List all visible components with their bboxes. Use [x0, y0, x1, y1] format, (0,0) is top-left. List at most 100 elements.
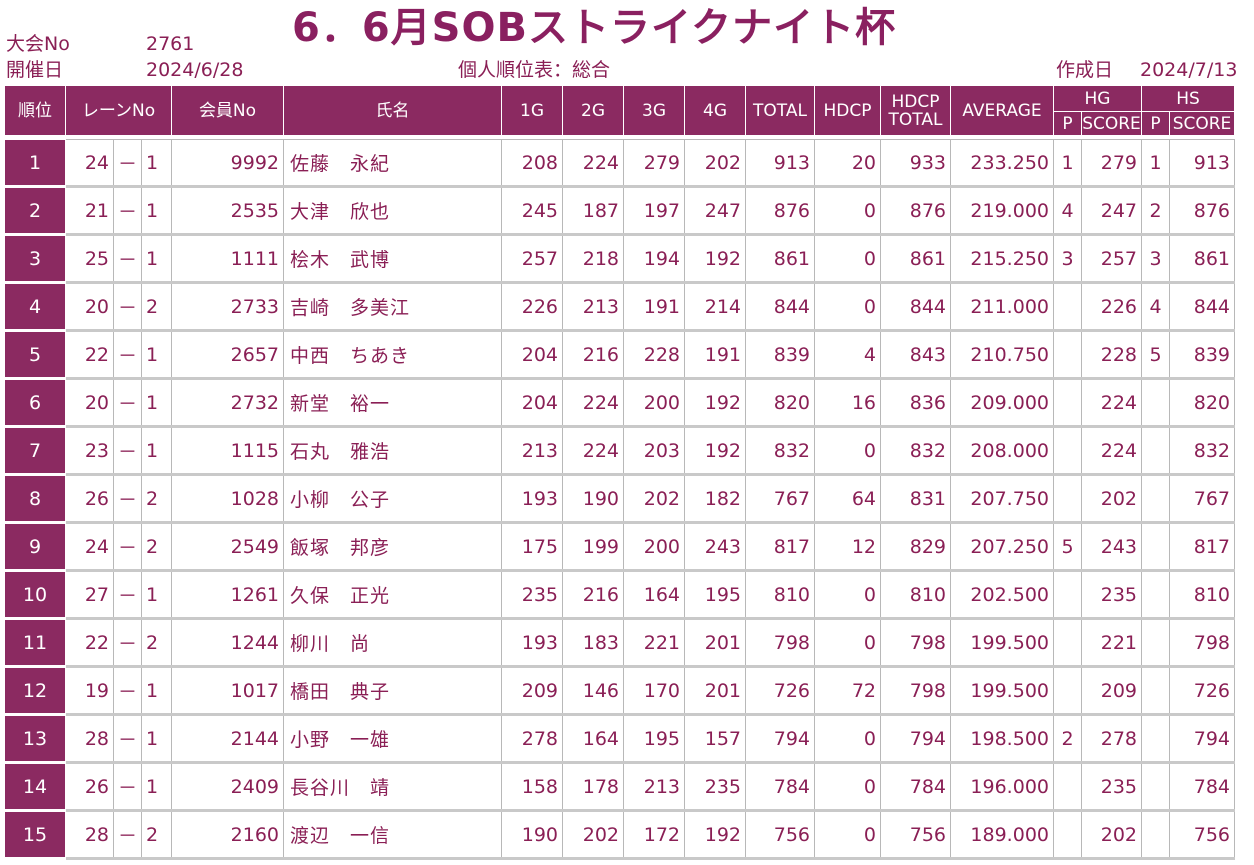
hg-score-cell: 278 [1081, 714, 1142, 764]
rank-cell: 14 [4, 762, 66, 812]
hg-place-cell: 5 [1053, 522, 1082, 572]
game3-cell: 202 [623, 474, 685, 524]
hg-score-cell: 202 [1081, 810, 1142, 860]
lane-separator: － [113, 714, 142, 764]
name-cell: 桧木 武博 [283, 234, 502, 284]
hdcp-total-cell: 810 [880, 570, 951, 620]
game1-cell: 208 [501, 139, 563, 188]
total-cell: 844 [745, 282, 815, 332]
created-label: 作成日 [1056, 59, 1114, 81]
total-cell: 810 [745, 570, 815, 620]
table-row: 8 26 － 2 1028 小柳 公子 193 190 202 182 767 64 831 207.75… [4, 474, 1235, 524]
lane-separator: － [113, 618, 142, 668]
lane-sub-cell: 1 [141, 762, 172, 812]
average-cell: 199.500 [950, 618, 1054, 668]
average-cell: 208.000 [950, 426, 1054, 476]
lane-sub-cell: 1 [141, 139, 172, 188]
lane-separator: － [113, 330, 142, 380]
member-no-cell: 2409 [171, 762, 284, 812]
lane-sub-cell: 2 [141, 282, 172, 332]
lane-sub-cell: 1 [141, 378, 172, 428]
hg-score-cell: 235 [1081, 762, 1142, 812]
game3-cell: 213 [623, 762, 685, 812]
average-cell: 199.500 [950, 666, 1054, 716]
game4-cell: 202 [684, 139, 746, 188]
lane-cell: 21 [65, 186, 114, 236]
rank-cell: 3 [4, 234, 66, 284]
table-row: 3 25 － 1 1111 桧木 武博 257 218 194 192 861 0 861 215.250… [4, 234, 1235, 284]
hs-place-cell [1141, 522, 1170, 572]
col-g1: 1G [501, 85, 563, 136]
col-g4: 4G [684, 85, 746, 136]
game3-cell: 200 [623, 378, 685, 428]
total-cell: 876 [745, 186, 815, 236]
hdcp-cell: 4 [814, 330, 881, 380]
total-cell: 913 [745, 139, 815, 188]
game1-cell: 175 [501, 522, 563, 572]
game1-cell: 158 [501, 762, 563, 812]
rank-cell: 11 [4, 618, 66, 668]
table-row: 7 23 － 1 1115 石丸 雅浩 213 224 203 192 832 0 832 208.000… [4, 426, 1235, 476]
hg-score-cell: 224 [1081, 378, 1142, 428]
game1-cell: 193 [501, 618, 563, 668]
hs-place-cell [1141, 762, 1170, 812]
hdcp-total-cell: 832 [880, 426, 951, 476]
table-header: 順位 レーンNo 会員No 氏名 1G 2G 3G 4G TOTAL HDCP … [4, 85, 1235, 136]
hg-place-cell [1053, 810, 1082, 860]
lane-sub-cell: 2 [141, 618, 172, 668]
hdcp-cell: 0 [814, 426, 881, 476]
hdcp-total-cell: 844 [880, 282, 951, 332]
average-cell: 196.000 [950, 762, 1054, 812]
hs-place-cell [1141, 378, 1170, 428]
hs-place-cell [1141, 714, 1170, 764]
game3-cell: 195 [623, 714, 685, 764]
hg-score-cell: 243 [1081, 522, 1142, 572]
game3-cell: 164 [623, 570, 685, 620]
lane-sub-cell: 1 [141, 186, 172, 236]
hg-place-cell [1053, 666, 1082, 716]
hg-score-cell: 257 [1081, 234, 1142, 284]
lane-sub-cell: 1 [141, 714, 172, 764]
game4-cell: 192 [684, 810, 746, 860]
member-no-cell: 1244 [171, 618, 284, 668]
average-cell: 233.250 [950, 139, 1054, 188]
average-cell: 211.000 [950, 282, 1054, 332]
member-no-cell: 1115 [171, 426, 284, 476]
table-row: 5 22 － 1 2657 中西 ちあき 204 216 228 191 839 4 843 210.75… [4, 330, 1235, 380]
hs-score-cell: 756 [1169, 810, 1235, 860]
game2-cell: 183 [562, 618, 624, 668]
game2-cell: 187 [562, 186, 624, 236]
game3-cell: 194 [623, 234, 685, 284]
col-average: AVERAGE [950, 85, 1054, 136]
lane-separator: － [113, 234, 142, 284]
lane-separator: － [113, 666, 142, 716]
ranking-table: 順位 レーンNo 会員No 氏名 1G 2G 3G 4G TOTAL HDCP … [4, 85, 1235, 860]
game4-cell: 201 [684, 666, 746, 716]
name-cell: 吉崎 多美江 [283, 282, 502, 332]
average-cell: 209.000 [950, 378, 1054, 428]
lane-separator: － [113, 762, 142, 812]
col-g3: 3G [623, 85, 685, 136]
hs-place-cell [1141, 474, 1170, 524]
lane-cell: 24 [65, 139, 114, 188]
tournament-no-value: 2761 [146, 33, 195, 55]
lane-sub-cell: 1 [141, 234, 172, 284]
total-cell: 756 [745, 810, 815, 860]
game4-cell: 192 [684, 426, 746, 476]
average-cell: 207.750 [950, 474, 1054, 524]
hg-place-cell [1053, 378, 1082, 428]
hdcp-total-cell: 836 [880, 378, 951, 428]
hs-score-cell: 832 [1169, 426, 1235, 476]
lane-cell: 24 [65, 522, 114, 572]
hdcp-cell: 0 [814, 234, 881, 284]
lane-sub-cell: 2 [141, 810, 172, 860]
hg-place-cell [1053, 426, 1082, 476]
member-no-cell: 1261 [171, 570, 284, 620]
member-no-cell: 2160 [171, 810, 284, 860]
hdcp-total-cell: 829 [880, 522, 951, 572]
lane-cell: 27 [65, 570, 114, 620]
lane-separator: － [113, 810, 142, 860]
hg-score-cell: 209 [1081, 666, 1142, 716]
total-cell: 839 [745, 330, 815, 380]
game2-cell: 164 [562, 714, 624, 764]
